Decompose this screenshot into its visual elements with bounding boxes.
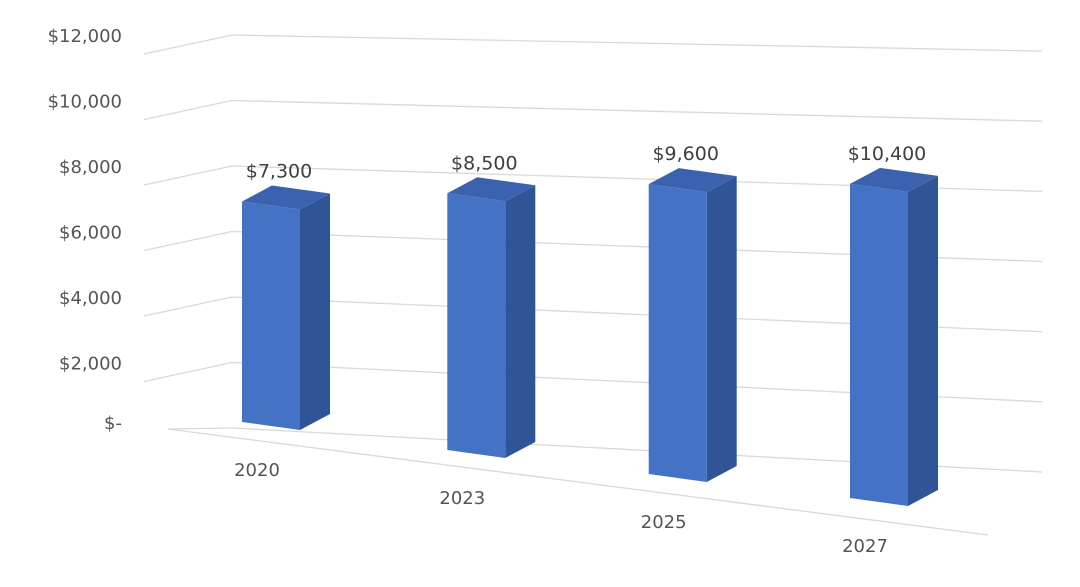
gridline	[231, 34, 1043, 52]
x-axis: 2020 2023 2025 2027	[234, 460, 888, 557]
side-wall-gridline	[143, 99, 233, 121]
bar-front	[242, 201, 300, 430]
bar-side	[300, 193, 330, 430]
x-tick-label: 2023	[439, 488, 485, 509]
side-wall-gridline	[143, 361, 233, 383]
data-label: $8,500	[451, 152, 517, 174]
bar-top	[242, 185, 330, 210]
side-wall-gridline	[143, 34, 233, 55]
floor-front-edge	[167, 428, 989, 536]
gridlines	[143, 34, 1043, 536]
data-label: $9,600	[652, 143, 718, 165]
bar-front	[850, 183, 908, 506]
floor-side-edge	[167, 427, 233, 430]
bar-top	[850, 167, 938, 192]
y-axis: $- $2,000 $4,000 $6,000 $8,000 $10,000 $12,000	[48, 26, 122, 434]
bar	[242, 185, 330, 430]
data-label: $10,400	[848, 143, 927, 165]
bar-side	[706, 176, 737, 482]
bar	[648, 168, 737, 482]
x-tick-label: 2025	[641, 512, 687, 533]
gridline	[231, 99, 1043, 122]
y-tick-label: $6,000	[59, 223, 122, 244]
bar-side	[505, 185, 536, 459]
side-wall-gridline	[143, 230, 233, 252]
bar	[447, 177, 536, 459]
bar-top	[648, 168, 737, 193]
bar-front	[648, 184, 707, 482]
y-tick-label: $4,000	[59, 288, 122, 309]
y-tick-label: $-	[104, 413, 122, 434]
bar-side	[908, 175, 938, 506]
side-wall-gridline	[143, 296, 233, 317]
bar-top	[447, 177, 536, 202]
bar	[850, 167, 938, 506]
y-tick-label: $8,000	[59, 157, 122, 178]
side-wall-gridline	[143, 165, 233, 186]
bars	[242, 167, 938, 506]
x-tick-label: 2027	[842, 536, 888, 557]
data-label: $7,300	[246, 161, 312, 183]
y-tick-label: $2,000	[59, 354, 122, 375]
data-labels: $7,300 $8,500 $9,600 $10,400	[246, 143, 927, 183]
bar-front	[447, 193, 506, 459]
y-tick-label: $12,000	[48, 26, 122, 47]
y-tick-label: $10,000	[48, 92, 122, 113]
x-tick-label: 2020	[234, 460, 280, 481]
